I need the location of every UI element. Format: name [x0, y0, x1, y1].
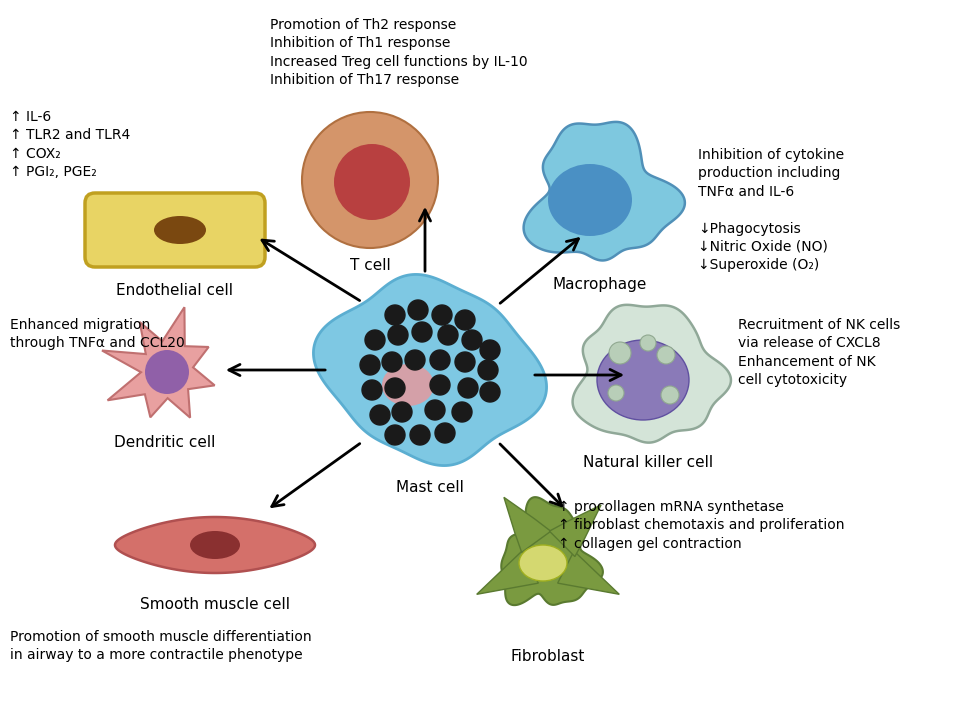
Text: Recruitment of NK cells
via release of CXCL8
Enhancement of NK
cell cytotoxicity: Recruitment of NK cells via release of C… [738, 318, 900, 387]
Polygon shape [501, 497, 603, 605]
Circle shape [455, 352, 475, 372]
Circle shape [385, 425, 405, 445]
Text: Promotion of Th2 response
Inhibition of Th1 response
Increased Treg cell functio: Promotion of Th2 response Inhibition of … [270, 18, 528, 87]
Circle shape [410, 425, 430, 445]
Circle shape [425, 400, 445, 420]
Ellipse shape [519, 545, 567, 581]
Ellipse shape [154, 216, 206, 244]
Polygon shape [558, 551, 620, 594]
Circle shape [438, 325, 458, 345]
Circle shape [405, 350, 425, 370]
Polygon shape [314, 275, 546, 465]
Circle shape [362, 380, 382, 400]
Text: Smooth muscle cell: Smooth muscle cell [140, 597, 290, 612]
Circle shape [360, 355, 380, 375]
Text: Mast cell: Mast cell [396, 480, 464, 495]
Circle shape [385, 305, 405, 325]
Circle shape [430, 350, 450, 370]
Text: ↑ IL-6
↑ TLR2 and TLR4
↑ COX₂
↑ PGI₂, PGE₂: ↑ IL-6 ↑ TLR2 and TLR4 ↑ COX₂ ↑ PGI₂, PG… [10, 110, 130, 180]
Circle shape [480, 382, 500, 402]
Ellipse shape [548, 164, 632, 236]
Circle shape [412, 322, 432, 342]
Polygon shape [504, 497, 551, 553]
Circle shape [385, 378, 405, 398]
Circle shape [455, 310, 475, 330]
Circle shape [430, 375, 450, 395]
Circle shape [480, 340, 500, 360]
Text: Inhibition of cytokine
production including
TNFα and IL-6

↓Phagocytosis
↓Nitric: Inhibition of cytokine production includ… [698, 148, 844, 272]
Circle shape [145, 350, 189, 394]
Circle shape [388, 325, 408, 345]
Circle shape [609, 342, 631, 364]
Circle shape [334, 144, 410, 220]
Ellipse shape [597, 340, 689, 420]
Text: Macrophage: Macrophage [553, 277, 648, 292]
Circle shape [302, 112, 438, 248]
Circle shape [458, 378, 478, 398]
Text: Endothelial cell: Endothelial cell [117, 283, 234, 298]
FancyBboxPatch shape [85, 193, 265, 267]
Circle shape [462, 330, 482, 350]
Ellipse shape [382, 364, 434, 406]
Text: ↑ procollagen mRNA synthetase
↑ fibroblast chemotaxis and proliferation
↑ collag: ↑ procollagen mRNA synthetase ↑ fibrobla… [558, 500, 844, 551]
Circle shape [640, 335, 656, 351]
Text: Dendritic cell: Dendritic cell [114, 435, 216, 450]
Circle shape [382, 352, 402, 372]
Text: Promotion of smooth muscle differentiation
in airway to a more contractile pheno: Promotion of smooth muscle differentiati… [10, 630, 312, 662]
Polygon shape [549, 505, 601, 557]
Ellipse shape [190, 531, 240, 559]
Polygon shape [102, 307, 214, 417]
Circle shape [661, 386, 679, 404]
Circle shape [452, 402, 472, 422]
Polygon shape [572, 305, 731, 443]
Polygon shape [115, 517, 315, 573]
Polygon shape [524, 122, 685, 260]
Text: T cell: T cell [349, 258, 391, 273]
Circle shape [370, 405, 390, 425]
Circle shape [478, 360, 498, 380]
Text: Fibroblast: Fibroblast [510, 649, 585, 664]
Circle shape [365, 330, 385, 350]
Polygon shape [477, 551, 538, 594]
Circle shape [392, 402, 412, 422]
Text: Natural killer cell: Natural killer cell [583, 455, 713, 470]
Text: Enhanced migration
through TNFα and CCL20: Enhanced migration through TNFα and CCL2… [10, 318, 184, 351]
Circle shape [408, 300, 428, 320]
Circle shape [432, 305, 452, 325]
Circle shape [435, 423, 455, 443]
Circle shape [657, 346, 675, 364]
Circle shape [608, 385, 624, 401]
